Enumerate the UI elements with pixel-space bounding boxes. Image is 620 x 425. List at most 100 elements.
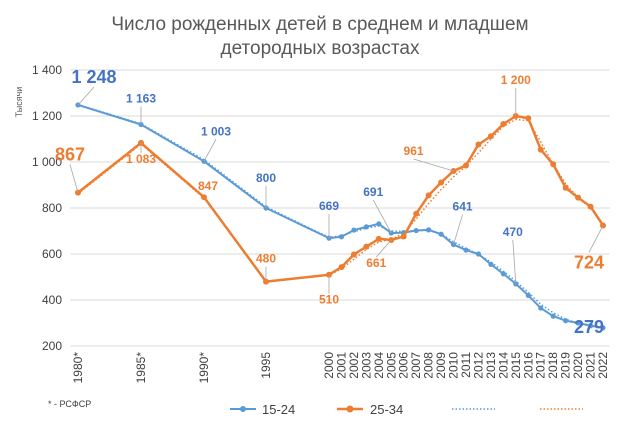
trendline-25-34 (77, 118, 604, 283)
x-tick-label: 2014 (496, 352, 510, 379)
chart-title-line-1: Число рожденных детей в среднем и младше… (111, 14, 528, 35)
data-label: 1 163 (126, 92, 156, 106)
x-tick-label: 2013 (484, 352, 498, 379)
point-25-34 (350, 251, 357, 258)
data-label: 847 (198, 179, 218, 193)
y-tick-label: 600 (42, 247, 62, 261)
point-25-34 (550, 161, 557, 168)
point-15-24 (563, 318, 569, 324)
x-tick-label: 2020 (571, 352, 585, 379)
x-tick-label: 2007 (409, 352, 423, 379)
x-tick-label: 2017 (534, 352, 548, 379)
point-25-34 (363, 243, 370, 250)
trendline-15-24 (77, 103, 604, 328)
point-25-34 (575, 194, 582, 201)
leader-line (413, 158, 454, 172)
x-tick-label: 2005 (384, 352, 398, 379)
point-25-34 (537, 146, 544, 153)
x-tick-label: 2022 (596, 352, 610, 379)
chart-title-line-2: детородных возрастах (221, 38, 420, 59)
y-axis-label: Тысячи (14, 87, 24, 118)
x-tick-label: 2021 (584, 352, 598, 379)
x-tick-label: 1985* (134, 352, 148, 384)
point-15-24 (587, 323, 594, 329)
data-label: 480 (256, 252, 276, 266)
point-15-24 (525, 292, 531, 298)
point-15-24 (376, 221, 382, 227)
point-15-24 (513, 281, 519, 287)
x-tick-label: 2012 (471, 352, 485, 379)
y-tick-label: 1 400 (32, 63, 62, 77)
data-label: 691 (363, 185, 383, 199)
legend-marker-25-34 (346, 405, 354, 413)
x-tick-label: 2001 (334, 352, 348, 379)
x-tick-label: 2018 (546, 352, 560, 379)
x-tick-label: 2015 (509, 352, 523, 379)
leader-line (512, 239, 517, 284)
y-tick-label: 800 (42, 201, 62, 215)
data-label: 867 (55, 145, 85, 165)
data-label: 1 248 (71, 67, 116, 87)
data-label: 669 (319, 199, 339, 213)
point-25-34 (438, 179, 445, 186)
x-tick-label: 2010 (447, 352, 461, 379)
y-tick-labels: 200 400 600 800 1 000 1 200 1 400 (32, 63, 62, 353)
y-tick-label: 400 (42, 293, 62, 307)
data-label: 470 (503, 225, 523, 239)
x-tick-label: 2000 (322, 352, 336, 379)
data-label: 641 (453, 200, 473, 214)
point-25-34 (475, 141, 482, 148)
y-tick-label: 200 (42, 339, 62, 353)
series-lines (75, 102, 606, 331)
point-15-24 (538, 305, 544, 311)
point-25-34 (375, 235, 382, 242)
point-15-24 (475, 251, 482, 257)
leader-line (375, 239, 392, 258)
point-15-24 (351, 227, 357, 233)
data-label: 1 003 (201, 124, 231, 138)
x-tick-label: 2008 (422, 352, 436, 379)
x-tick-label: 1980* (71, 352, 85, 384)
point-15-24 (488, 261, 494, 267)
trendlines (77, 103, 604, 328)
point-15-24 (550, 313, 556, 319)
legend: 15-24 25-34 (230, 402, 583, 417)
x-tick-label: 2002 (347, 352, 361, 379)
point-15-24 (463, 247, 469, 253)
point-25-34 (463, 162, 469, 169)
data-label: 279 (574, 317, 604, 337)
point-25-34 (487, 133, 494, 140)
point-15-24 (426, 227, 432, 233)
x-tick-label: 2004 (372, 352, 386, 379)
data-label: 961 (404, 144, 424, 158)
point-25-34 (400, 233, 407, 240)
point-15-24 (438, 231, 444, 237)
x-tick-label: 2003 (359, 352, 373, 379)
x-tick-label: 2019 (559, 352, 573, 379)
x-tick-labels: 1980* 1985* 1990* 1995 200020012002200320042… (71, 352, 610, 384)
point-15-24 (413, 227, 419, 234)
x-tick-label: 1995 (259, 352, 273, 379)
point-15-24 (363, 224, 369, 230)
point-25-34 (562, 184, 569, 191)
x-tick-label: 2006 (397, 352, 411, 379)
point-25-34 (338, 264, 345, 271)
x-tick-label: 2009 (434, 352, 448, 379)
point-25-34 (425, 192, 432, 199)
data-label: 800 (256, 171, 276, 185)
data-label: 1 083 (126, 152, 156, 166)
leader-line (372, 199, 392, 234)
data-label: 661 (366, 256, 386, 270)
legend-marker-15-24 (240, 406, 246, 412)
data-label: 1 200 (501, 73, 531, 87)
point-25-34 (525, 115, 532, 122)
point-25-34 (201, 194, 207, 201)
footnote: * - РСФСР (48, 399, 91, 409)
point-15-24 (600, 325, 606, 331)
leader-line (453, 214, 463, 245)
point-15-24 (500, 271, 506, 277)
leader-line (77, 86, 95, 106)
point-15-24 (575, 320, 581, 326)
